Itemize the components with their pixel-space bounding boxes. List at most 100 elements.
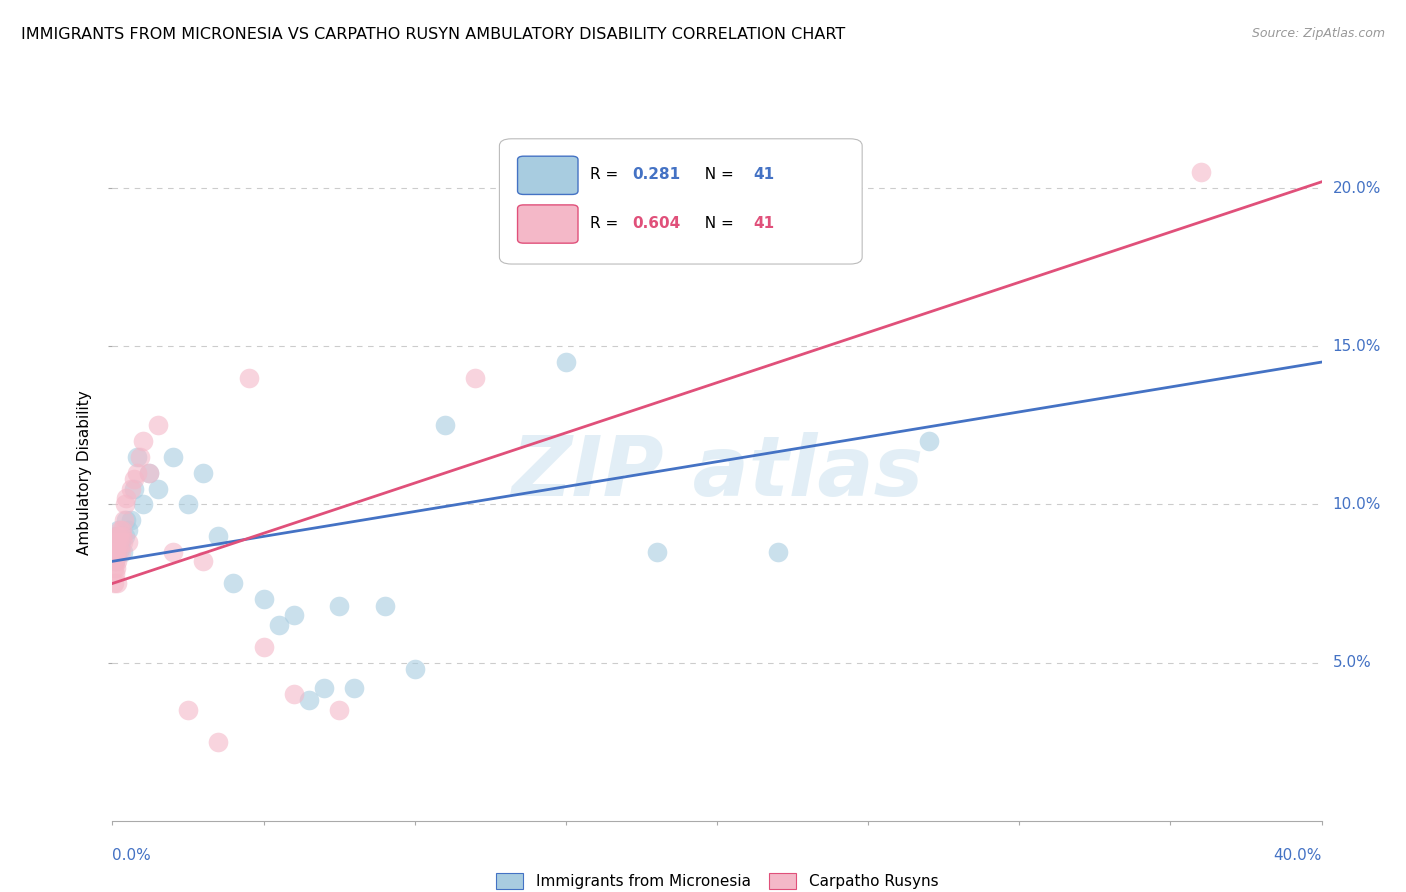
Text: R =: R = xyxy=(591,216,623,231)
Legend: Immigrants from Micronesia, Carpatho Rusyns: Immigrants from Micronesia, Carpatho Rus… xyxy=(488,865,946,892)
Point xyxy=(108,523,131,537)
Point xyxy=(120,513,142,527)
Point xyxy=(110,529,132,543)
Y-axis label: Ambulatory Disability: Ambulatory Disability xyxy=(77,391,93,555)
Point xyxy=(112,535,135,549)
Point xyxy=(114,497,136,511)
Point xyxy=(120,482,142,496)
Point xyxy=(105,554,128,568)
Point xyxy=(253,640,276,654)
Point xyxy=(222,576,245,591)
Point xyxy=(328,703,350,717)
Point xyxy=(108,541,131,556)
Point xyxy=(645,545,668,559)
Point xyxy=(104,566,127,581)
FancyBboxPatch shape xyxy=(499,139,862,264)
Text: R =: R = xyxy=(591,168,623,183)
Point xyxy=(283,608,305,623)
Text: ZIP atlas: ZIP atlas xyxy=(510,433,924,513)
Point xyxy=(138,466,160,480)
Text: N =: N = xyxy=(696,216,740,231)
Text: 0.281: 0.281 xyxy=(633,168,681,183)
Point xyxy=(267,617,290,632)
Point xyxy=(103,560,125,574)
Text: 41: 41 xyxy=(754,216,775,231)
Text: 40.0%: 40.0% xyxy=(1274,848,1322,863)
Point xyxy=(766,545,789,559)
Point xyxy=(434,418,457,433)
Point xyxy=(105,529,128,543)
Point xyxy=(343,681,366,695)
Point xyxy=(253,592,276,607)
Point xyxy=(554,355,576,369)
Point xyxy=(328,599,350,613)
Point xyxy=(104,535,127,549)
Point xyxy=(107,535,129,549)
Point xyxy=(114,529,136,543)
Point xyxy=(110,535,132,549)
Point xyxy=(104,529,127,543)
Point xyxy=(105,545,128,559)
Point xyxy=(191,554,215,568)
Point xyxy=(115,513,138,527)
Point xyxy=(191,466,215,480)
Point xyxy=(207,734,229,748)
Point xyxy=(162,450,184,464)
Text: IMMIGRANTS FROM MICRONESIA VS CARPATHO RUSYN AMBULATORY DISABILITY CORRELATION C: IMMIGRANTS FROM MICRONESIA VS CARPATHO R… xyxy=(21,27,845,42)
Point xyxy=(111,523,134,537)
Point xyxy=(104,545,127,559)
Point xyxy=(314,681,336,695)
Point xyxy=(104,554,127,568)
Point xyxy=(585,228,607,243)
Point xyxy=(128,450,150,464)
Point xyxy=(104,554,127,568)
Point xyxy=(105,535,128,549)
Point xyxy=(110,545,132,559)
Text: Source: ZipAtlas.com: Source: ZipAtlas.com xyxy=(1251,27,1385,40)
Point xyxy=(374,599,396,613)
Point xyxy=(238,371,260,385)
Point xyxy=(207,529,229,543)
Point xyxy=(138,466,160,480)
FancyBboxPatch shape xyxy=(517,205,578,244)
Text: 41: 41 xyxy=(754,168,775,183)
Point xyxy=(464,371,486,385)
Point xyxy=(117,535,139,549)
Text: 20.0%: 20.0% xyxy=(1333,181,1381,195)
Point xyxy=(146,418,169,433)
Point xyxy=(1189,165,1212,179)
Point xyxy=(404,662,426,676)
Point xyxy=(125,450,148,464)
Point xyxy=(103,545,125,559)
Point xyxy=(105,560,128,574)
Point xyxy=(122,472,145,486)
Point xyxy=(104,548,127,562)
Text: 15.0%: 15.0% xyxy=(1333,339,1381,354)
Point xyxy=(298,693,321,707)
Point xyxy=(105,576,128,591)
Point xyxy=(108,535,131,549)
Point xyxy=(107,529,129,543)
Point xyxy=(103,576,125,591)
Point xyxy=(108,529,131,543)
FancyBboxPatch shape xyxy=(517,156,578,194)
Text: 5.0%: 5.0% xyxy=(1333,655,1371,670)
Point xyxy=(115,491,138,505)
Point xyxy=(112,513,135,527)
Point xyxy=(117,523,139,537)
Point xyxy=(107,545,129,559)
Point xyxy=(177,497,200,511)
Point xyxy=(107,523,129,537)
Point xyxy=(146,482,169,496)
Point xyxy=(132,497,155,511)
Point xyxy=(283,687,305,701)
Point xyxy=(162,545,184,559)
Text: 0.0%: 0.0% xyxy=(112,848,152,863)
Point xyxy=(122,482,145,496)
Point xyxy=(125,466,148,480)
Point xyxy=(105,545,128,559)
Point xyxy=(918,434,941,449)
Text: 0.604: 0.604 xyxy=(633,216,681,231)
Text: 10.0%: 10.0% xyxy=(1333,497,1381,512)
Text: N =: N = xyxy=(696,168,740,183)
